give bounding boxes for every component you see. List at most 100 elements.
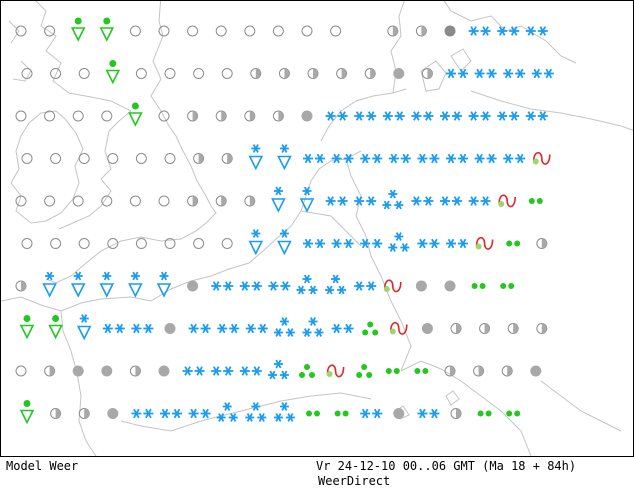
snow-pair-icon — [446, 153, 468, 164]
rain-triangle-cluster-icon — [356, 364, 373, 378]
sleet-wave-icon — [326, 364, 345, 378]
snow-pair-icon — [239, 281, 262, 291]
half-cloud-circle-icon — [387, 25, 399, 37]
snow-pair-icon — [531, 68, 554, 79]
clear-outline-circle-icon — [215, 25, 227, 37]
clear-outline-circle-icon — [129, 25, 141, 37]
brand-label: WeerDirect — [318, 474, 391, 488]
clear-outline-circle-icon — [158, 25, 170, 37]
snow-pair-icon — [388, 153, 411, 164]
clear-outline-circle-icon — [107, 238, 119, 249]
snow-pair-icon — [331, 238, 354, 249]
clear-outline-circle-icon — [101, 195, 113, 207]
half-cloud-circle-icon — [215, 195, 227, 207]
clear-outline-circle-icon — [330, 25, 342, 37]
snow-pair-icon — [417, 238, 440, 249]
snow-pair-icon — [474, 153, 497, 164]
snow-pair-icon — [268, 281, 291, 291]
snow-triangle-cluster-icon — [325, 274, 347, 295]
overcast-grey-dot-icon — [444, 280, 456, 292]
snow-shower-triangle-icon — [70, 271, 86, 298]
half-cloud-circle-icon — [221, 153, 233, 164]
snow-pair-icon — [303, 153, 325, 164]
rain-shower-triangle-icon — [70, 17, 86, 42]
half-cloud-circle-icon — [278, 68, 290, 79]
snow-pair-icon — [211, 281, 234, 291]
snow-pair-icon — [382, 111, 405, 121]
half-cloud-circle-icon — [244, 110, 256, 122]
sleet-wave-icon — [532, 151, 551, 165]
snow-shower-triangle-icon — [156, 271, 172, 298]
snow-pair-icon — [468, 111, 491, 121]
snow-pair-icon — [497, 26, 520, 36]
coastline-italy-alps — [400, 360, 532, 456]
snow-triangle-cluster-icon — [296, 274, 318, 295]
half-cloud-circle-icon — [78, 408, 90, 419]
snow-pair-icon — [440, 196, 462, 206]
snow-pair-icon — [417, 408, 440, 419]
half-cloud-circle-icon — [415, 25, 427, 37]
half-cloud-circle-icon — [421, 68, 433, 79]
snow-pair-icon — [503, 153, 526, 164]
snow-shower-triangle-icon — [128, 271, 143, 298]
clear-outline-circle-icon — [21, 238, 33, 249]
snow-pair-icon — [102, 323, 125, 334]
overcast-grey-dot-icon — [415, 280, 427, 292]
snow-shower-triangle-icon — [42, 271, 57, 298]
map-canvas — [1, 1, 633, 456]
clear-outline-circle-icon — [78, 153, 90, 164]
clear-outline-circle-icon — [221, 238, 233, 249]
snow-pair-icon — [525, 111, 548, 121]
rain-shower-triangle-icon — [105, 60, 121, 85]
clear-outline-circle-icon — [164, 68, 176, 79]
half-cloud-circle-icon — [215, 110, 227, 122]
clear-outline-circle-icon — [78, 238, 90, 249]
coastline-layer — [1, 1, 633, 456]
snow-pair-icon — [354, 111, 377, 121]
snow-pair-icon — [182, 366, 205, 376]
snow-triangle-cluster-icon — [382, 189, 404, 210]
clear-outline-circle-icon — [101, 110, 113, 122]
snow-pair-icon — [131, 323, 154, 334]
half-cloud-circle-icon — [187, 195, 199, 207]
snow-pair-icon — [331, 323, 354, 334]
snow-pair-icon — [160, 408, 182, 419]
snow-pair-icon — [411, 196, 434, 206]
snow-pair-icon — [446, 238, 468, 249]
rain-pair-icon — [506, 240, 521, 247]
clear-outline-circle-icon — [50, 238, 62, 249]
snow-triangle-cluster-icon — [216, 402, 238, 422]
clear-outline-circle-icon — [78, 68, 90, 79]
rain-shower-triangle-icon — [99, 17, 115, 42]
clear-outline-circle-icon — [21, 68, 33, 79]
coastline-baltic — [470, 90, 633, 131]
snow-pair-icon — [503, 68, 526, 79]
clear-outline-circle-icon — [21, 153, 33, 164]
model-label: Model Weer — [6, 459, 79, 473]
half-cloud-circle-icon — [15, 280, 27, 292]
snow-pair-icon — [331, 153, 354, 164]
half-cloud-circle-icon — [473, 365, 485, 377]
clear-outline-circle-icon — [15, 365, 27, 377]
snow-pair-icon — [325, 196, 348, 206]
clear-outline-circle-icon — [72, 195, 84, 207]
half-cloud-circle-icon — [193, 153, 205, 164]
rain-shower-triangle-icon — [19, 315, 35, 340]
snow-pair-icon — [474, 68, 497, 79]
overcast-grey-dot-icon — [158, 365, 170, 377]
clear-outline-circle-icon — [15, 25, 27, 37]
snow-pair-icon — [325, 111, 348, 121]
half-cloud-circle-icon — [450, 408, 462, 419]
half-cloud-circle-icon — [501, 365, 513, 377]
snow-pair-icon — [188, 408, 211, 419]
snow-shower-triangle-icon — [277, 229, 292, 256]
half-cloud-circle-icon — [307, 68, 319, 79]
rain-pair-icon — [471, 283, 486, 289]
rain-shower-triangle-icon — [128, 102, 143, 127]
sleet-wave-icon — [383, 279, 402, 293]
half-cloud-circle-icon — [444, 365, 456, 377]
clear-outline-circle-icon — [135, 153, 147, 164]
half-cloud-circle-icon — [507, 323, 519, 334]
inland-border-1 — [345, 158, 412, 372]
snow-triangle-cluster-icon — [302, 317, 324, 337]
